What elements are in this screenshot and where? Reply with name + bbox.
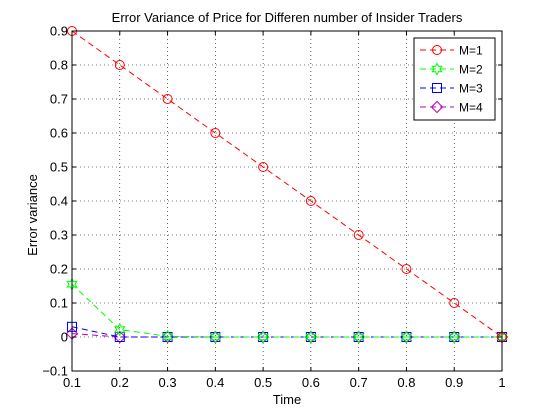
- x-axis-label: Time: [273, 392, 301, 407]
- data-point: [114, 332, 125, 342]
- x-tick-label: 0.8: [397, 375, 415, 390]
- chart-title: Error Variance of Price for Differen num…: [112, 10, 463, 25]
- legend: M=1 M=2 M=3 M=4: [413, 37, 496, 121]
- data-point: [161, 329, 174, 343]
- legend-box: [413, 37, 496, 121]
- y-tick-label: 0.6: [50, 126, 68, 141]
- legend-entry: M=4: [420, 101, 483, 115]
- data-point: [114, 60, 125, 70]
- y-tick-label: 0.4: [50, 194, 68, 209]
- y-tick-label: 0.2: [50, 262, 68, 277]
- series-layer: [65, 26, 509, 344]
- series-line: [71, 326, 502, 338]
- data-point: [257, 330, 269, 344]
- y-tick-label: 0: [61, 330, 68, 345]
- data-point: [209, 330, 222, 344]
- legend-entry: M=2: [420, 62, 483, 77]
- legend-entry: M=3: [420, 82, 483, 96]
- data-point: [258, 162, 269, 172]
- legend-marker: [431, 62, 443, 76]
- y-tick-label: 0.8: [50, 58, 68, 73]
- axis-ticks: 0.1 0.2 0.3 0.4 0.5 0.6 0.7 0.8 0.9 1 −0.1 0 0.1 0.2 0…: [42, 24, 505, 391]
- data-point: [113, 330, 126, 344]
- x-tick-label: 0.1: [63, 375, 81, 390]
- series-m-2: [66, 277, 508, 344]
- data-point: [448, 330, 460, 344]
- data-point: [401, 264, 412, 274]
- series-line: [71, 283, 502, 338]
- x-tick-label: 0.3: [159, 375, 177, 390]
- y-tick-label: 0.1: [50, 296, 68, 311]
- data-point: [162, 94, 173, 104]
- x-tick-label: 0.2: [111, 375, 129, 390]
- legend-entry: M=1: [420, 44, 483, 58]
- y-tick-label: −0.1: [42, 364, 68, 379]
- x-tick-label: 1: [498, 375, 505, 390]
- data-point: [305, 330, 317, 344]
- data-point: [400, 330, 413, 344]
- y-tick-label: 0.5: [50, 160, 68, 175]
- data-point: [114, 322, 126, 337]
- data-point: [449, 298, 460, 308]
- data-point: [353, 230, 364, 240]
- y-tick-label: 0.3: [50, 228, 68, 243]
- x-tick-label: 0.6: [302, 375, 320, 390]
- data-point: [210, 128, 221, 138]
- x-tick-label: 0.4: [206, 375, 224, 390]
- legend-marker: [430, 100, 444, 114]
- legend-label: M=1: [459, 44, 483, 58]
- legend-marker: [432, 45, 442, 55]
- x-tick-label: 0.5: [254, 375, 272, 390]
- x-tick-label: 0.7: [350, 375, 368, 390]
- legend-label: M=2: [459, 63, 483, 77]
- data-point: [352, 330, 365, 344]
- legend-label: M=4: [459, 101, 483, 115]
- data-point: [305, 196, 316, 206]
- series-line: [71, 30, 503, 338]
- legend-label: M=3: [459, 82, 483, 96]
- y-tick-label: 0.9: [50, 24, 68, 39]
- legend-marker: [432, 83, 442, 93]
- x-tick-label: 0.9: [445, 375, 463, 390]
- y-tick-label: 0.7: [50, 92, 68, 107]
- y-axis-label: Error variance: [25, 174, 40, 256]
